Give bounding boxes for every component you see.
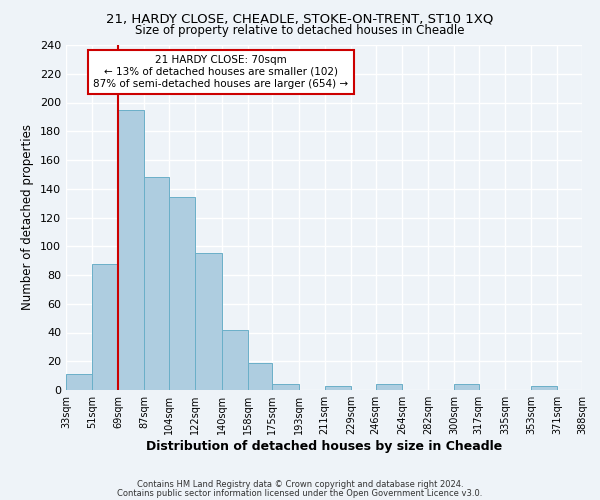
Bar xyxy=(454,384,479,390)
Bar xyxy=(118,110,145,390)
Bar xyxy=(221,330,248,390)
Bar xyxy=(169,198,196,390)
Text: Size of property relative to detached houses in Cheadle: Size of property relative to detached ho… xyxy=(135,24,465,37)
Bar xyxy=(376,384,402,390)
Bar xyxy=(92,264,118,390)
Bar xyxy=(196,254,221,390)
Text: 21, HARDY CLOSE, CHEADLE, STOKE-ON-TRENT, ST10 1XQ: 21, HARDY CLOSE, CHEADLE, STOKE-ON-TRENT… xyxy=(106,12,494,26)
Bar xyxy=(531,386,557,390)
Y-axis label: Number of detached properties: Number of detached properties xyxy=(22,124,34,310)
Bar xyxy=(272,384,299,390)
Bar xyxy=(66,374,92,390)
X-axis label: Distribution of detached houses by size in Cheadle: Distribution of detached houses by size … xyxy=(146,440,502,453)
Text: Contains HM Land Registry data © Crown copyright and database right 2024.: Contains HM Land Registry data © Crown c… xyxy=(137,480,463,489)
Bar xyxy=(145,178,169,390)
Bar xyxy=(325,386,351,390)
Text: 21 HARDY CLOSE: 70sqm
← 13% of detached houses are smaller (102)
87% of semi-det: 21 HARDY CLOSE: 70sqm ← 13% of detached … xyxy=(93,56,349,88)
Bar xyxy=(248,362,272,390)
Text: Contains public sector information licensed under the Open Government Licence v3: Contains public sector information licen… xyxy=(118,488,482,498)
